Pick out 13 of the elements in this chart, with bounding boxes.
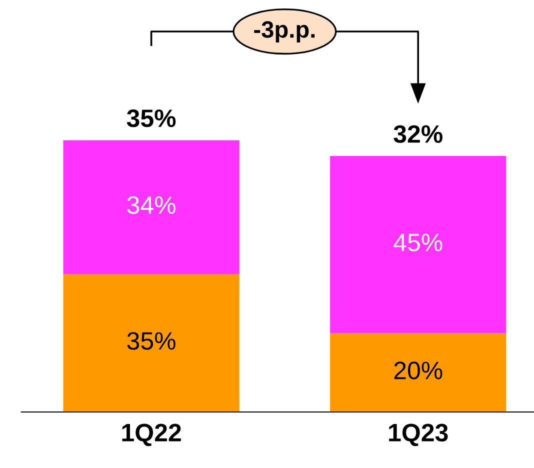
bar — [330, 156, 506, 334]
bar — [330, 333, 506, 412]
x-tick-label: 1Q22 — [122, 424, 181, 446]
data-label: 34% — [127, 196, 176, 214]
annotation: 32% — [394, 125, 442, 143]
data-label: 35% — [127, 332, 176, 350]
bar — [63, 274, 240, 412]
data-label: 45% — [394, 234, 442, 252]
bar — [63, 140, 240, 274]
text: -3p.p. — [254, 21, 315, 43]
x-tick-label: 1Q23 — [389, 424, 448, 446]
data-label: 20% — [394, 362, 442, 380]
annotation: 35% — [126, 109, 176, 128]
